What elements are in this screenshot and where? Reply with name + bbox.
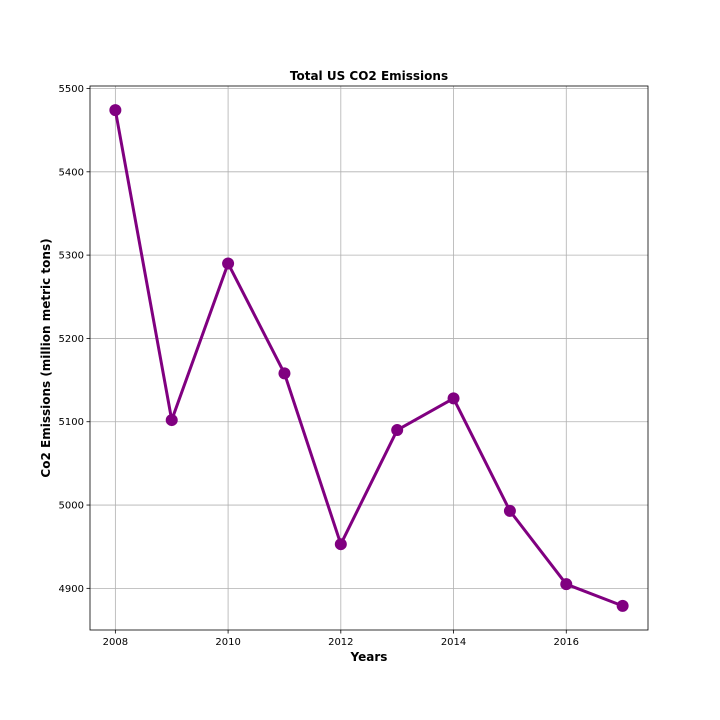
data-point-2014	[447, 392, 460, 405]
data-point-2009	[165, 414, 178, 427]
data-point-2012	[334, 538, 347, 551]
data-point-2017	[616, 599, 629, 612]
series-line-group	[109, 104, 629, 612]
data-point-2008	[109, 104, 122, 117]
data-point-2011	[278, 367, 291, 380]
y-tick-label: 5300	[59, 251, 84, 262]
y-tick-label: 5000	[59, 501, 84, 512]
y-tick-label: 4900	[59, 584, 84, 595]
y-tick-label: 5100	[59, 417, 84, 428]
data-point-2010	[222, 257, 235, 270]
data-point-2013	[391, 424, 404, 437]
plot-frame	[89, 85, 649, 631]
data-point-2016	[560, 578, 573, 591]
y-tick-label: 5400	[59, 167, 84, 178]
x-axis-label: Years	[350, 650, 388, 664]
grid	[90, 86, 648, 630]
x-tick-label: 2010	[215, 637, 240, 648]
y-tick-label: 5500	[59, 84, 84, 95]
x-tick-label: 2012	[328, 637, 353, 648]
series-line	[113, 109, 624, 608]
x-tick-label: 2008	[103, 637, 128, 648]
y-axis-label: Co2 Emissions (million metric tons)	[39, 238, 53, 477]
chart-title: Total US CO2 Emissions	[290, 69, 448, 83]
x-axis-ticks: 2008 2010 2012 2014 2016	[103, 630, 579, 648]
y-axis-ticks: 4900 5000 5100 5200 5300 5400 5500	[59, 84, 90, 595]
x-tick-label: 2016	[554, 637, 579, 648]
y-tick-label: 5200	[59, 334, 84, 345]
data-point-2015	[503, 504, 516, 517]
x-tick-label: 2014	[441, 637, 466, 648]
